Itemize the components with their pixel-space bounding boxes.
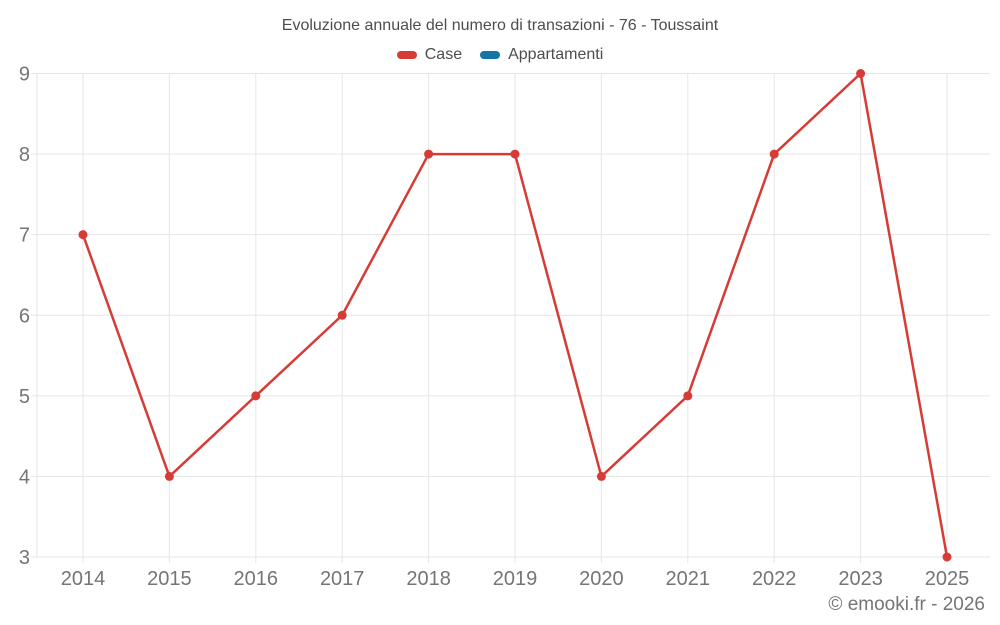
data-point-case-2025[interactable] (942, 552, 952, 562)
data-point-case-2016[interactable] (251, 391, 261, 401)
x-tick-label: 2020 (579, 568, 624, 590)
chart-title: Evoluzione annuale del numero di transaz… (281, 17, 719, 34)
x-tick-label: 2014 (61, 568, 106, 590)
data-point-case-2015[interactable] (164, 471, 174, 481)
x-tick-label: 2023 (838, 568, 883, 590)
x-tick-label: 2021 (666, 568, 711, 590)
data-point-case-2023[interactable] (856, 69, 866, 78)
y-tick-label: 4 (19, 466, 30, 488)
data-point-case-2017[interactable] (337, 310, 347, 320)
legend-item-case[interactable]: Case (396, 46, 463, 64)
y-tick-label: 3 (19, 547, 30, 569)
data-point-case-2014[interactable] (78, 230, 88, 240)
legend: Case Appartamenti (0, 46, 1000, 64)
data-point-case-2018[interactable] (424, 149, 434, 159)
x-tick-label: 2018 (406, 568, 451, 590)
x-tick-label: 2019 (493, 568, 538, 590)
data-point-case-2020[interactable] (596, 471, 606, 481)
legend-label-appartamenti: Appartamenti (508, 46, 604, 63)
x-tick-label: 2016 (234, 568, 279, 590)
y-tick-label: 6 (19, 305, 30, 327)
y-tick-label: 7 (19, 225, 30, 247)
copyright-watermark: © emooki.fr - 2026 (828, 594, 985, 615)
x-tick-label: 2017 (320, 568, 365, 590)
x-tick-label: 2022 (752, 568, 797, 590)
appartamenti-series-swatch-icon (480, 51, 501, 59)
legend-item-appartamenti[interactable]: Appartamenti (480, 46, 603, 64)
y-tick-label: 5 (19, 386, 30, 408)
data-point-case-2022[interactable] (769, 149, 779, 159)
legend-label-case: Case (424, 46, 463, 63)
case-series-swatch-icon (396, 51, 417, 59)
data-point-case-2019[interactable] (510, 149, 520, 159)
data-point-case-2021[interactable] (683, 391, 693, 401)
x-tick-label: 2015 (147, 568, 192, 590)
y-tick-label: 8 (19, 144, 30, 166)
x-tick-label: 2025 (925, 568, 970, 590)
y-tick-label: 9 (19, 64, 30, 86)
